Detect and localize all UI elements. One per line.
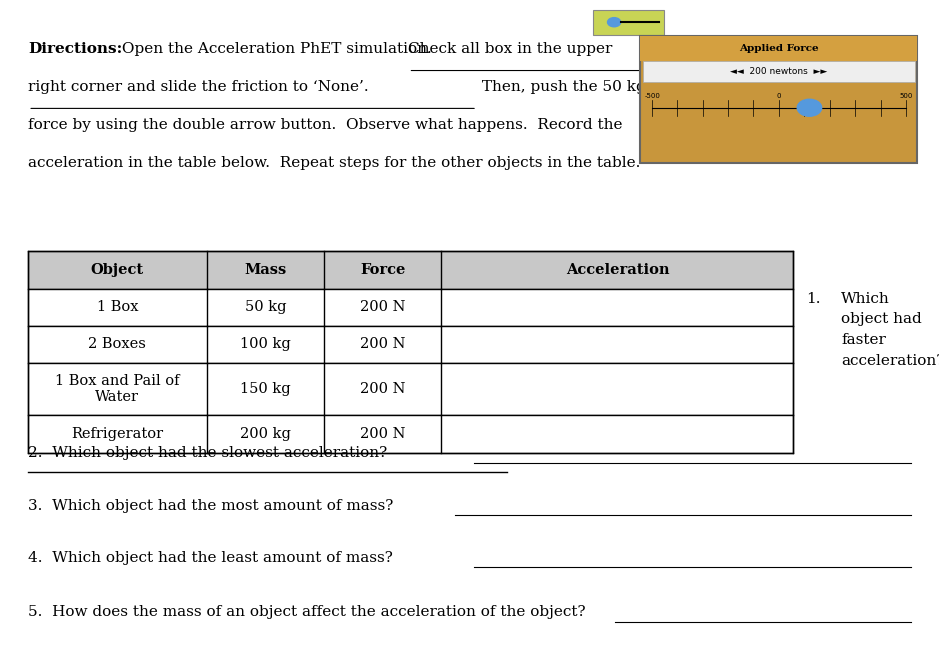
- Text: Then, push the 50 kg box with 200 N of: Then, push the 50 kg box with 200 N of: [477, 80, 789, 94]
- FancyBboxPatch shape: [28, 326, 793, 363]
- FancyBboxPatch shape: [28, 415, 793, 453]
- Text: Mass: Mass: [244, 263, 286, 277]
- Circle shape: [797, 99, 822, 116]
- Text: Acceleration: Acceleration: [565, 263, 670, 277]
- Text: Object: Object: [91, 263, 144, 277]
- Text: acceleration in the table below.  Repeat steps for the other objects in the tabl: acceleration in the table below. Repeat …: [28, 156, 640, 170]
- FancyBboxPatch shape: [640, 36, 917, 61]
- FancyBboxPatch shape: [28, 251, 793, 289]
- FancyBboxPatch shape: [643, 61, 915, 82]
- Circle shape: [608, 18, 621, 27]
- FancyBboxPatch shape: [28, 289, 793, 326]
- Text: ◄◄  200 newtons  ►►: ◄◄ 200 newtons ►►: [731, 67, 827, 76]
- Text: 200 kg: 200 kg: [239, 427, 291, 441]
- Text: 100 kg: 100 kg: [239, 338, 291, 351]
- Text: 1.: 1.: [806, 292, 820, 306]
- Text: Refrigerator: Refrigerator: [71, 427, 163, 441]
- FancyBboxPatch shape: [593, 10, 664, 35]
- FancyBboxPatch shape: [640, 36, 917, 163]
- FancyBboxPatch shape: [28, 363, 793, 415]
- Text: 200 N: 200 N: [360, 382, 406, 396]
- Text: 200 N: 200 N: [360, 300, 406, 314]
- Text: right corner and slide the friction to ‘None’.: right corner and slide the friction to ‘…: [28, 80, 369, 94]
- Text: 4.  Which object had the least amount of mass?: 4. Which object had the least amount of …: [28, 551, 393, 565]
- Text: Which
object had
faster
acceleration?: Which object had faster acceleration?: [841, 292, 939, 368]
- Text: 50 kg: 50 kg: [244, 300, 286, 314]
- Text: 5.  How does the mass of an object affect the acceleration of the object?: 5. How does the mass of an object affect…: [28, 605, 586, 619]
- Text: 1 Box and Pail of
Water: 1 Box and Pail of Water: [55, 374, 179, 404]
- Text: 1 Box: 1 Box: [97, 300, 138, 314]
- Text: Check all box in the upper: Check all box in the upper: [408, 42, 613, 56]
- Text: 2.  Which object had the slowest acceleration?: 2. Which object had the slowest accelera…: [28, 447, 388, 460]
- Text: 200 N: 200 N: [360, 427, 406, 441]
- Text: -500: -500: [645, 93, 661, 99]
- Text: 150 kg: 150 kg: [240, 382, 290, 396]
- Text: Directions:: Directions:: [28, 42, 122, 56]
- Text: 2 Boxes: 2 Boxes: [88, 338, 146, 351]
- Text: 500: 500: [900, 93, 913, 99]
- Text: force by using the double arrow button.  Observe what happens.  Record the: force by using the double arrow button. …: [28, 118, 623, 132]
- Text: Force: Force: [360, 263, 406, 277]
- Text: 3.  Which object had the most amount of mass?: 3. Which object had the most amount of m…: [28, 499, 393, 513]
- Text: Applied Force: Applied Force: [739, 44, 819, 53]
- Text: 200 N: 200 N: [360, 338, 406, 351]
- Text: Open the Acceleration PhET simulation.: Open the Acceleration PhET simulation.: [117, 42, 442, 56]
- Text: 0: 0: [777, 93, 781, 99]
